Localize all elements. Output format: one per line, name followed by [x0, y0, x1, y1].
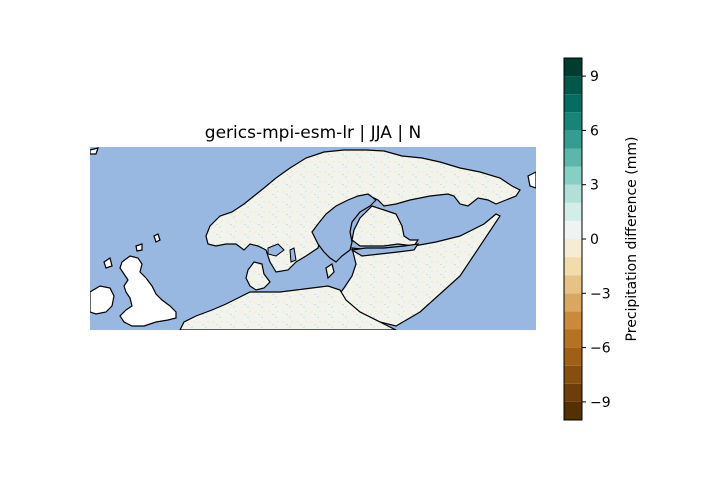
- colorbar-bin: [564, 76, 582, 95]
- land-scandinavia: [205, 149, 521, 273]
- colorbar-bin: [564, 148, 582, 167]
- colorbar-bin: [564, 58, 582, 77]
- colorbar-bin: [564, 166, 582, 185]
- map-panel: [90, 147, 536, 330]
- colorbar-tick-label: 0: [590, 232, 599, 248]
- excluded-land: [90, 147, 536, 327]
- land-gotland: [325, 263, 335, 280]
- colorbar-tick-label: 6: [590, 123, 599, 139]
- colorbar-bin: [564, 293, 582, 312]
- colorbar-bin: [564, 220, 582, 239]
- colorbar-bin: [564, 112, 582, 131]
- colorbar: 9 6 3 0 −3 −6 −9 Precipitation difference (mm): [563, 57, 640, 421]
- land-continent: [179, 285, 397, 330]
- colorbar-tick-label: 9: [590, 69, 599, 85]
- colorbar-label: Precipitation difference (mm): [624, 137, 640, 342]
- lake-vattern: [289, 247, 297, 263]
- land-faroe: [153, 233, 161, 243]
- gulf-of-bothnia: [311, 193, 377, 263]
- map-title: gerics-mpi-esm-lr | JJA | N: [205, 123, 421, 143]
- colorbar-bin: [564, 383, 582, 402]
- colorbar-tick-label: −6: [590, 341, 611, 357]
- colorbar-bin: [564, 239, 582, 258]
- lake-vanern: [267, 243, 285, 257]
- land-ireland: [90, 285, 115, 315]
- colorbar-bin: [564, 275, 582, 294]
- colorbar-tick-label: −9: [590, 395, 611, 411]
- colorbar-bin: [564, 401, 582, 420]
- gulf-of-finland: [350, 243, 420, 257]
- colorbar-bin: [564, 130, 582, 149]
- colorbar-bin: [564, 257, 582, 276]
- colorbar-bin: [564, 184, 582, 203]
- land-denmark: [245, 261, 271, 291]
- colorbar-tick-label: 3: [590, 178, 599, 194]
- colorbar-ticks: 9 6 3 0 −3 −6 −9: [582, 69, 611, 411]
- colorbar-tick-label: −3: [590, 286, 611, 302]
- colorbar-bin: [564, 311, 582, 330]
- colorbar-bin: [564, 202, 582, 221]
- land-orkney: [135, 243, 143, 252]
- land-nw-fragment: [90, 147, 99, 155]
- land-hebrides: [103, 257, 113, 269]
- colorbar-bin: [564, 365, 582, 384]
- land-finland: [351, 205, 420, 247]
- land-great-britain: [119, 255, 177, 327]
- colorbar-bin: [564, 347, 582, 366]
- colorbar-bin: [564, 329, 582, 348]
- data-domain: [153, 149, 521, 330]
- colorbar-bin: [564, 94, 582, 113]
- lakes: [267, 243, 297, 263]
- land-kola-tip: [527, 171, 536, 189]
- colorbar-bins: [564, 58, 582, 420]
